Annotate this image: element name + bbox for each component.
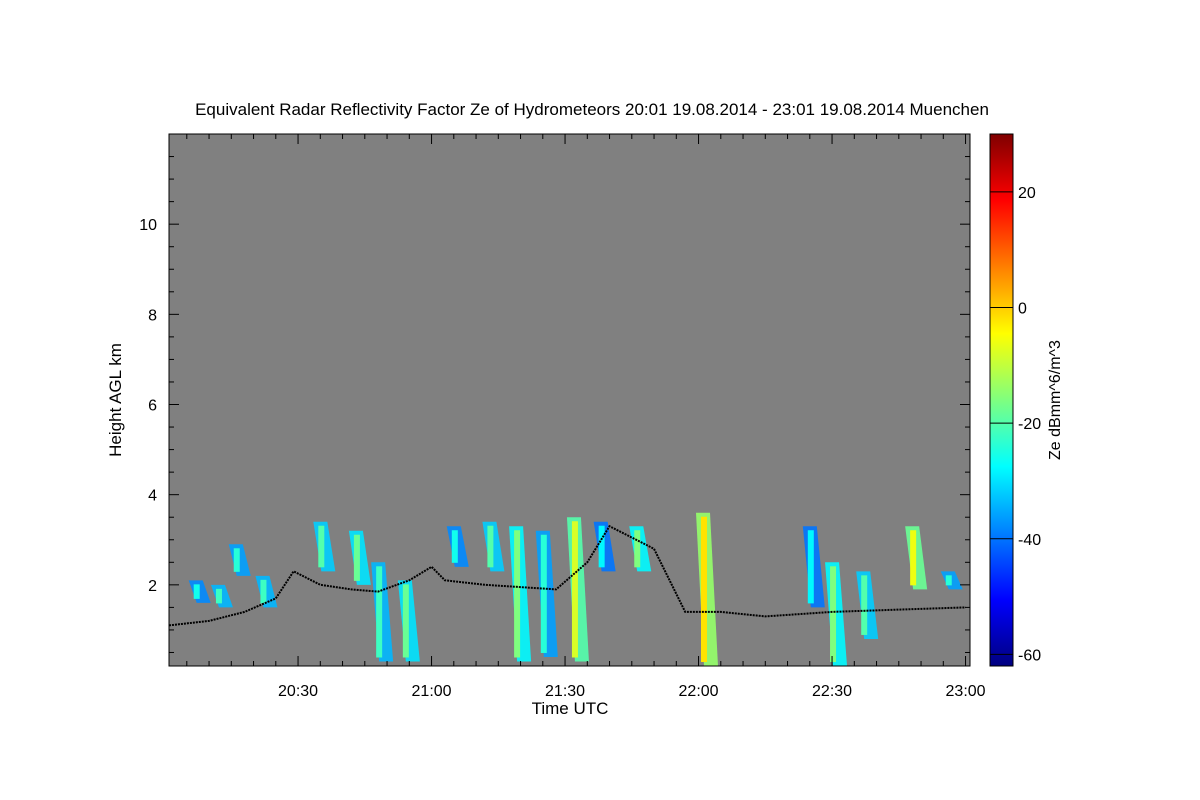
echo-cell-core <box>807 530 814 604</box>
cloud-base-path <box>168 524 966 627</box>
echo-cell-core <box>701 516 707 662</box>
echo-cell-core <box>634 530 641 568</box>
chart-title: Equivalent Radar Reflectivity Factor Ze … <box>195 100 989 119</box>
y-tick-label: 2 <box>148 578 157 595</box>
echo-cell-core <box>830 566 837 662</box>
x-tick-label: 21:30 <box>545 683 585 700</box>
x-tick-label: 22:30 <box>812 683 852 700</box>
echo-cell-core <box>451 530 458 563</box>
colorbar-tick-label: -20 <box>1018 416 1041 433</box>
y-axis-label: Height AGL km <box>106 343 125 457</box>
y-tick-label: 10 <box>139 217 157 234</box>
y-tick-label: 8 <box>148 307 157 324</box>
echo-cell-core <box>193 584 200 599</box>
plot-background <box>169 134 970 666</box>
echo-cell-core <box>514 530 521 658</box>
x-axis-label: Time UTC <box>532 699 609 718</box>
cloud-base-line <box>168 524 966 627</box>
echo-cell-core <box>215 588 222 604</box>
colorbar <box>989 133 1014 667</box>
colorbar-tick-label: -40 <box>1018 532 1041 549</box>
echo-cell-core <box>910 530 917 586</box>
x-tick-label: 20:30 <box>278 683 318 700</box>
echo-cell-core <box>376 566 383 658</box>
echo-cell-core <box>945 575 952 586</box>
echo-cell-core <box>598 525 605 568</box>
colorbar-tick-label: 20 <box>1018 185 1036 202</box>
x-axis: 20:30 21:00 21:30 22:00 22:30 23:00 <box>186 134 986 700</box>
plot-frame <box>168 133 971 667</box>
y-axis: 2 4 6 8 10 <box>139 156 970 653</box>
echo-cells <box>188 512 963 666</box>
colorbar-tick-label: 0 <box>1018 300 1027 317</box>
colorbar-ticks: -60 -40 -20 0 20 <box>990 185 1041 664</box>
echo-cell-core <box>318 525 325 568</box>
y-tick-label: 6 <box>148 398 157 415</box>
echo-cell-core <box>861 575 868 635</box>
echo-cell-core <box>353 534 360 581</box>
echo-cell-core <box>402 584 409 658</box>
echo-cell-core <box>571 521 578 658</box>
echo-cell-core <box>487 525 494 568</box>
x-tick-label: 21:00 <box>412 683 452 700</box>
colorbar-label: Ze dBmm^6/m^3 <box>1047 340 1064 460</box>
echo-cell-core <box>233 548 240 572</box>
colorbar-tick-label: -60 <box>1018 647 1041 664</box>
x-tick-label: 22:00 <box>679 683 719 700</box>
y-tick-label: 4 <box>148 488 157 505</box>
echo-cell-core <box>260 579 267 604</box>
echo-cell-core <box>540 534 547 653</box>
x-tick-label: 23:00 <box>946 683 986 700</box>
